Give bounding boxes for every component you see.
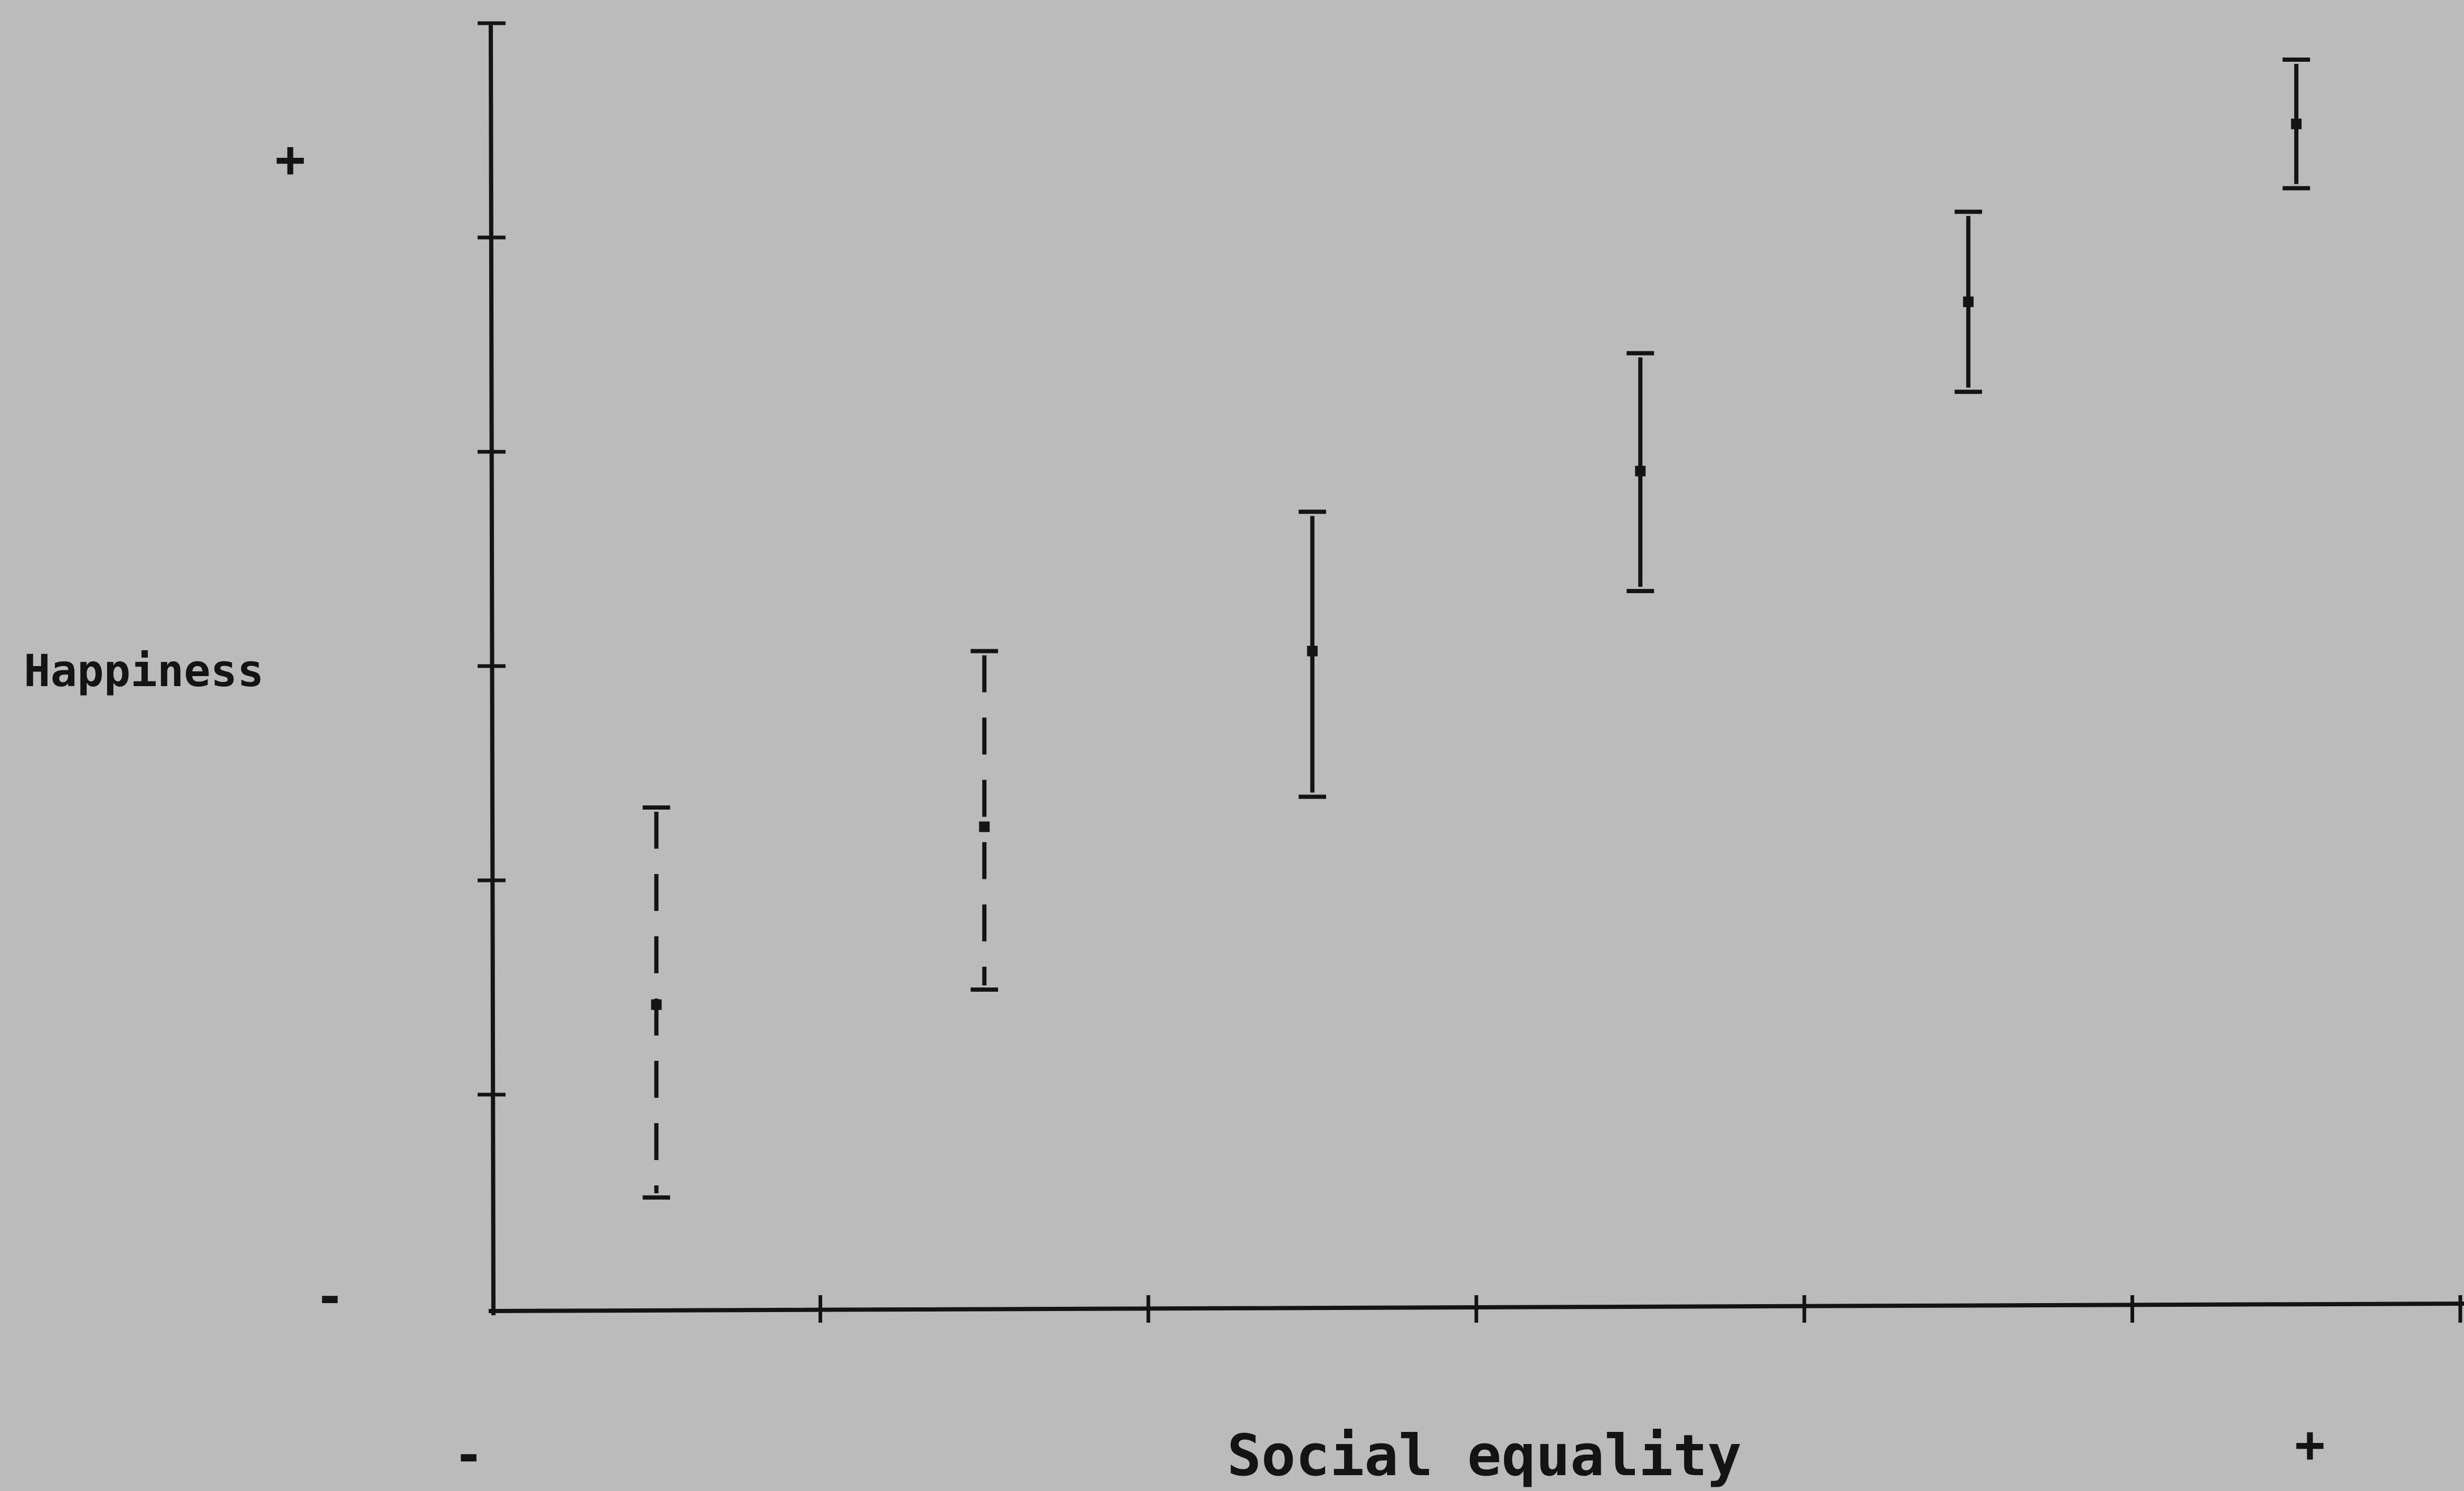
mean-point-4 <box>1635 466 1646 477</box>
mean-point-5 <box>1963 296 1974 307</box>
y-high-marker: + <box>275 130 306 189</box>
y-axis <box>488 21 496 1316</box>
error-bars <box>642 58 2310 1200</box>
axis-ticks <box>478 21 2462 1323</box>
x-low-marker: - <box>453 1426 484 1485</box>
x-axis <box>488 1301 2464 1314</box>
mean-point-3 <box>1307 645 1318 657</box>
mean-point-1 <box>651 999 662 1010</box>
mean-point-2 <box>979 821 990 832</box>
y-axis-label: Happiness <box>24 645 264 697</box>
mean-point-6 <box>2291 118 2302 129</box>
x-high-marker: + <box>2295 1415 2325 1474</box>
x-axis-label: Social equality <box>1227 1423 1742 1489</box>
y-low-marker: - <box>315 1267 345 1326</box>
